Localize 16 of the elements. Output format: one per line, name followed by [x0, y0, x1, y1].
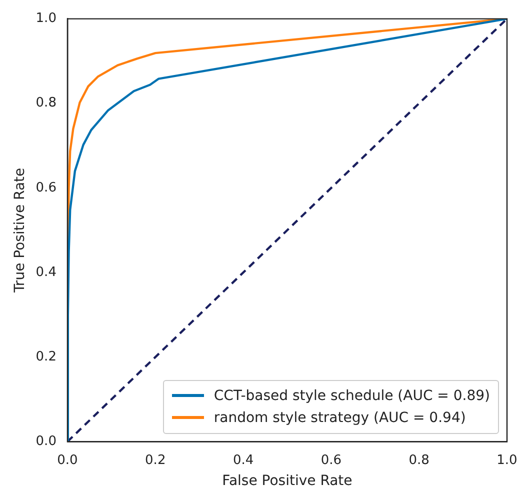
y-tick-label: 0.4 — [36, 264, 56, 280]
x-tick-label: 0.2 — [145, 452, 166, 468]
x-tick-label: 0.6 — [320, 452, 342, 468]
x-tick-label: 0.0 — [57, 452, 78, 468]
y-tick-label: 1.0 — [36, 11, 56, 26]
x-tick-label: 1.0 — [496, 452, 518, 468]
y-tick-label: 0.8 — [36, 96, 56, 111]
legend-label: random style strategy (AUC = 0.94) — [214, 408, 466, 428]
x-tick-label: 0.8 — [408, 452, 430, 468]
y-axis-title: True Positive Rate — [12, 168, 28, 294]
x-axis-title: False Positive Rate — [222, 473, 352, 490]
y-tick-label: 0.0 — [36, 434, 56, 449]
y-tick-label: 0.2 — [36, 349, 56, 364]
x-tick-label: 0.4 — [232, 452, 254, 468]
y-tick-label: 0.6 — [36, 180, 56, 196]
legend-label: CCT-based style schedule (AUC = 0.89) — [214, 386, 490, 406]
